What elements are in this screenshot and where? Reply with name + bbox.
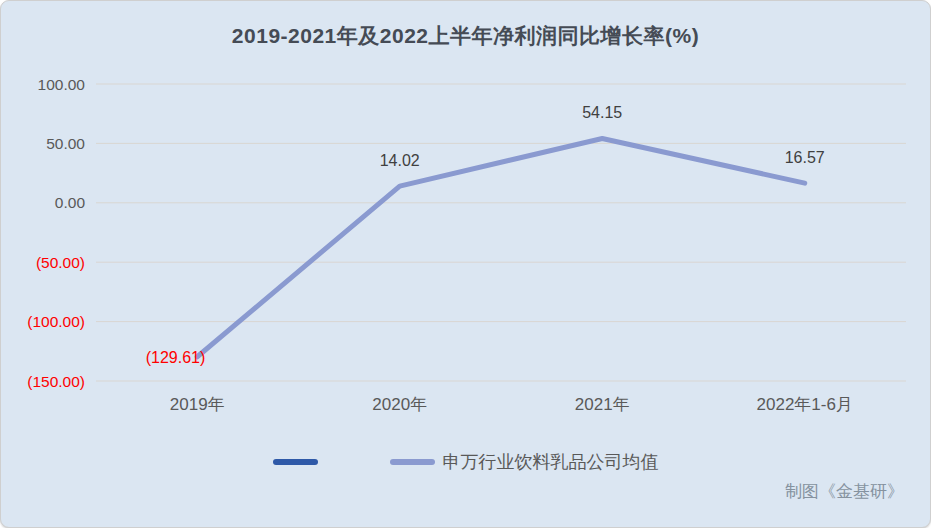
series-line	[197, 138, 805, 356]
x-axis-label: 2021年	[575, 395, 630, 414]
data-point-label: (129.61)	[146, 349, 206, 366]
chart-legend: 申万行业饮料乳品公司均值	[1, 450, 930, 474]
y-tick-label: 0.00	[55, 194, 86, 211]
data-point-label: 14.02	[380, 152, 420, 169]
legend-label-industry-average: 申万行业饮料乳品公司均值	[443, 450, 659, 474]
y-tick-label: 50.00	[46, 135, 85, 152]
data-point-label: 16.57	[785, 149, 825, 166]
legend-swatch-industry-average	[390, 459, 435, 465]
x-axis-label: 2022年1-6月	[757, 395, 853, 414]
legend-item-industry-average: 申万行业饮料乳品公司均值	[390, 450, 659, 474]
x-axis-label: 2020年	[372, 395, 427, 414]
y-tick-label: (50.00)	[36, 254, 85, 271]
y-tick-label: 100.00	[38, 76, 86, 93]
y-tick-label: (150.00)	[27, 373, 85, 390]
plot-area: 100.0050.000.00(50.00)(100.00)(150.00)20…	[1, 1, 931, 528]
legend-item-dark-series	[273, 459, 326, 465]
x-axis-label: 2019年	[170, 395, 225, 414]
credit-text: 制图《金基研》	[785, 480, 904, 503]
legend-swatch-dark	[273, 459, 318, 465]
y-tick-label: (100.00)	[27, 313, 85, 330]
chart-card: 2019-2021年及2022上半年净利润同比增长率(%) 100.0050.0…	[0, 0, 931, 528]
data-point-label: 54.15	[582, 104, 622, 121]
